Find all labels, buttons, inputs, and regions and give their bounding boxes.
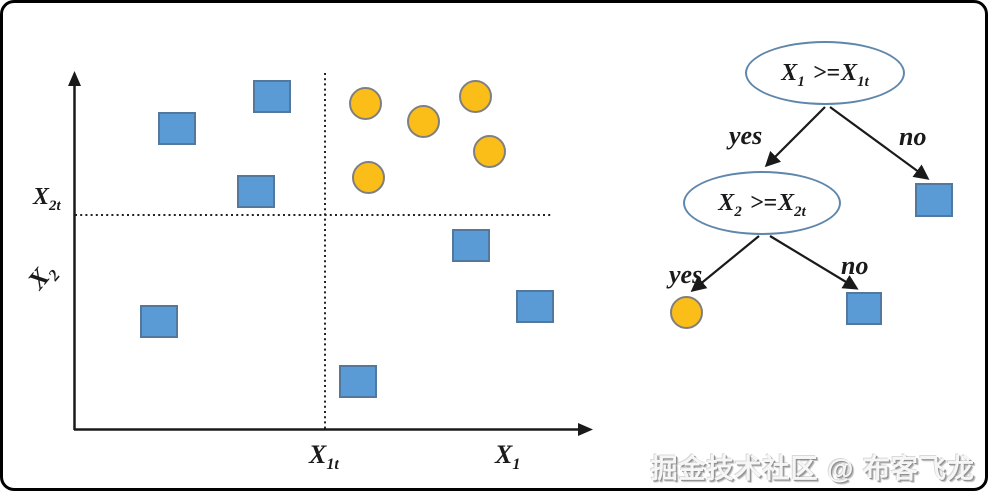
leaf-circle-child-yes: [670, 296, 703, 329]
tree-root-node: X1 >=X1t: [745, 41, 905, 105]
watermark-text: 掘金技术社区 @ 布客飞龙: [650, 454, 975, 484]
edge-label-child-no: no: [841, 251, 869, 280]
root-node-expression: X1 >=X1t: [781, 59, 869, 90]
y-threshold-label: X2t: [33, 184, 61, 214]
scatter-circle: [351, 160, 385, 194]
scatter-circle: [348, 86, 382, 120]
edge-root-no-arrow: [829, 106, 930, 180]
edge-root-yes-arrow: [764, 106, 826, 168]
scatter-square: [158, 111, 196, 145]
x-axis-label: X1: [495, 440, 521, 474]
scatter-square: [140, 304, 178, 338]
edge-label-root-yes: yes: [729, 121, 763, 150]
x-threshold-label: X1t: [309, 440, 339, 474]
linework-layer: [68, 71, 930, 436]
scatter-square: [339, 364, 377, 398]
scatter-circle: [406, 104, 440, 138]
scatter-circle: [458, 79, 492, 113]
x-axis-arrowhead: [578, 423, 593, 436]
edge-label-child-yes: yes: [669, 260, 703, 289]
leaf-square-child-no: [846, 292, 882, 325]
scatter-square: [452, 228, 490, 262]
leaf-square-root-no: [915, 183, 953, 217]
edge-child-no-arrow: [769, 235, 859, 290]
scatter-points-layer: [3, 3, 985, 488]
edge-child-yes-arrow: [690, 235, 760, 292]
tree-child-node: X2 >=X2t: [683, 171, 841, 235]
scatter-square: [516, 289, 554, 323]
edge-label-root-no: no: [899, 122, 927, 151]
scatter-circle: [472, 134, 506, 168]
y-axis-arrowhead: [68, 71, 81, 86]
scatter-square: [253, 79, 291, 113]
child-node-expression: X2 >=X2t: [718, 189, 806, 220]
scatter-square: [237, 174, 275, 208]
